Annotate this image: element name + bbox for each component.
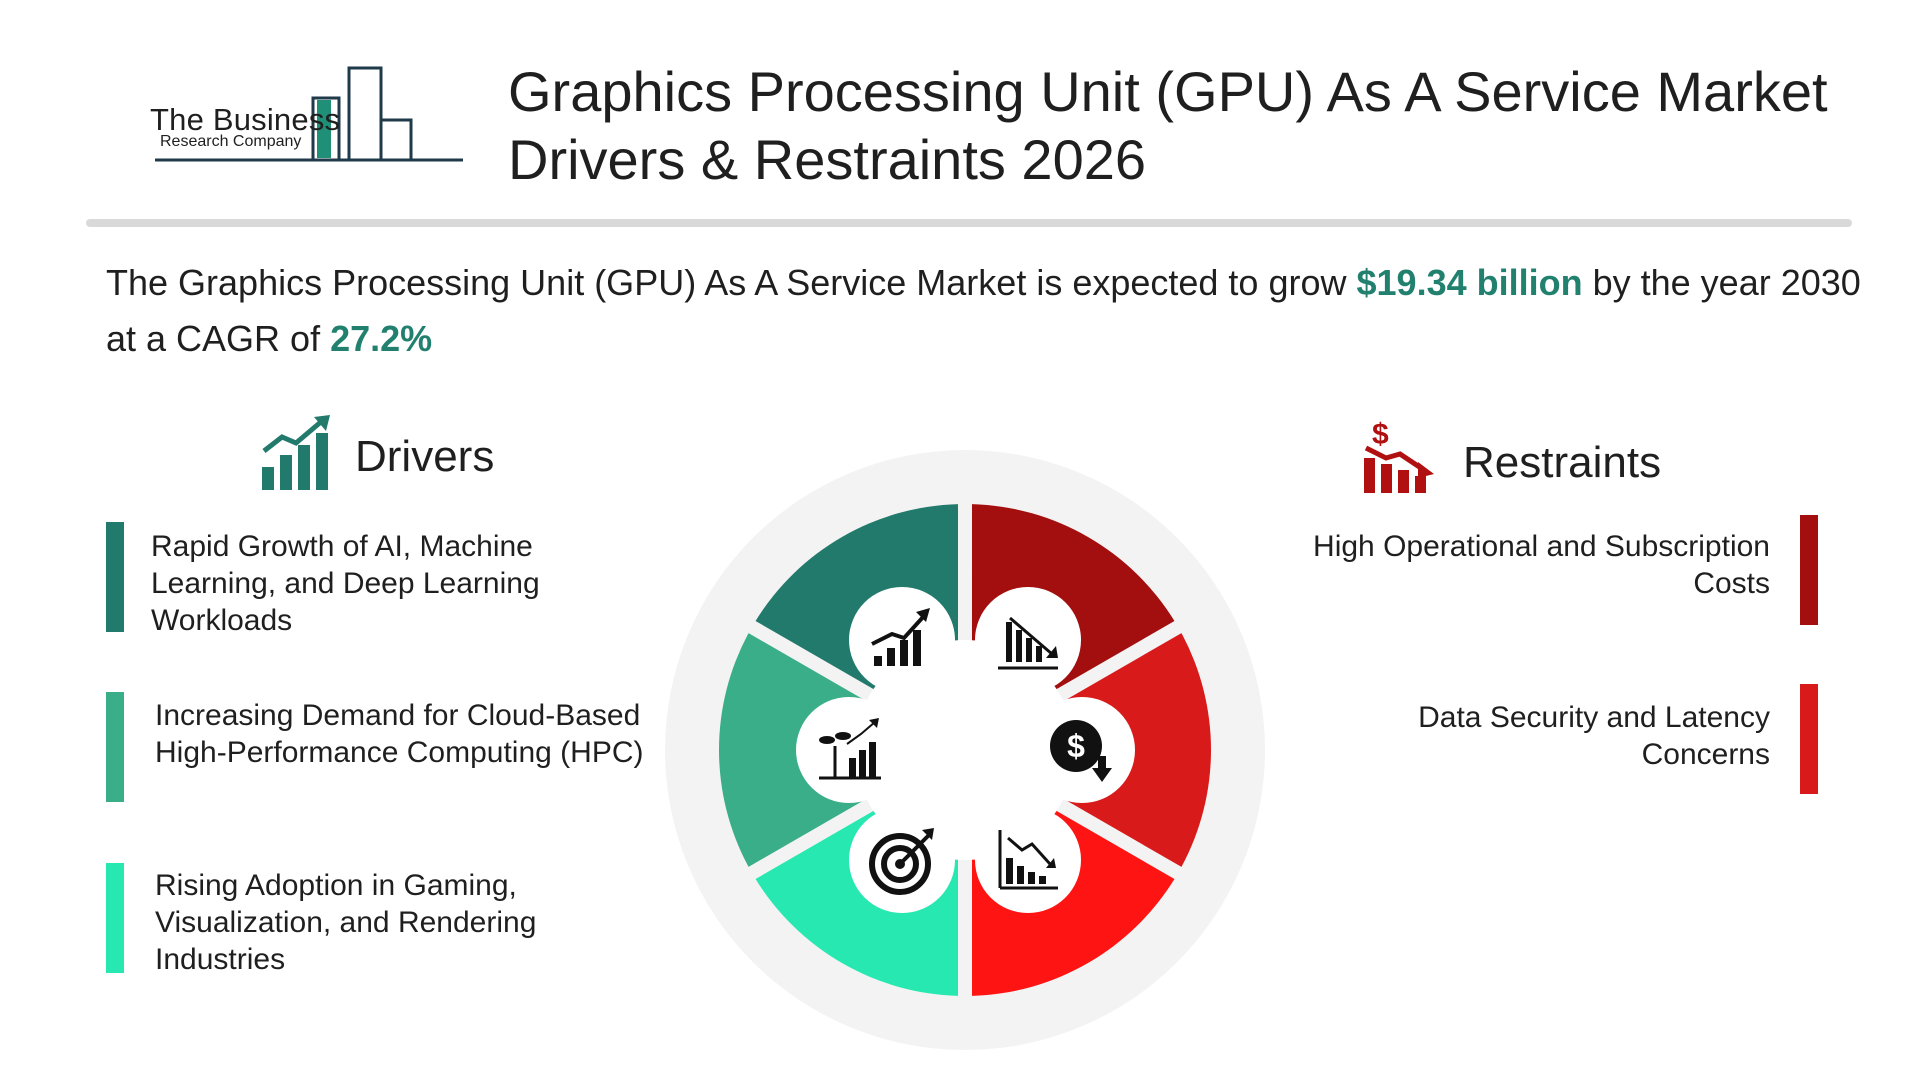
driver-text-2: Increasing Demand for Cloud-Based High-P… — [155, 699, 644, 769]
summary-prefix: The Graphics Processing Unit (GPU) As A … — [106, 262, 1357, 303]
company-logo: The Business Research Company — [145, 60, 475, 170]
driver-text-3: Rising Adoption in Gaming, Visualization… — [155, 869, 537, 976]
driver-bar-2 — [106, 692, 124, 802]
driver-text-1: Rapid Growth of AI, Machine Learning, an… — [151, 530, 540, 637]
plant-growth-icon — [796, 697, 902, 803]
restraints-title: Restraints — [1463, 438, 1662, 487]
dollar-down-icon: $ — [1029, 697, 1135, 803]
dollar-decline-icon: $ — [1364, 418, 1434, 493]
drivers-title: Drivers — [355, 432, 495, 481]
page-title: Graphics Processing Unit (GPU) As A Serv… — [508, 60, 1828, 191]
target-icon — [849, 807, 955, 913]
logo-line1: The Business — [150, 102, 341, 137]
summary-cagr: 27.2% — [330, 318, 433, 359]
restraint-bar-2 — [1800, 684, 1818, 794]
summary-amount: $19.34 billion — [1356, 262, 1583, 303]
restraint-text-1: High Operational and Subscription Costs — [1313, 530, 1770, 600]
drivers-restraints-wheel: $ — [665, 450, 1265, 1050]
driver-bar-3 — [106, 863, 124, 973]
title-divider — [86, 219, 1852, 227]
growth-chart-icon — [849, 587, 955, 693]
summary-middle: by the year 2030 at a CAGR of — [106, 262, 1861, 359]
market-summary: The Graphics Processing Unit (GPU) As A … — [106, 255, 1866, 367]
svg-text:$: $ — [1067, 728, 1085, 764]
logo-line2: Research Company — [160, 133, 302, 150]
restraint-bar-1 — [1800, 515, 1818, 625]
logo-buildings-icon — [155, 66, 463, 162]
svg-text:$: $ — [1372, 418, 1389, 451]
driver-bar-1 — [106, 522, 124, 632]
restraint-text-2: Data Security and Latency Concerns — [1418, 701, 1770, 771]
decline-bars-icon — [975, 587, 1081, 693]
growth-chart-icon — [262, 415, 330, 490]
wheel-center — [855, 640, 1075, 860]
decline-chart-icon — [975, 807, 1081, 913]
